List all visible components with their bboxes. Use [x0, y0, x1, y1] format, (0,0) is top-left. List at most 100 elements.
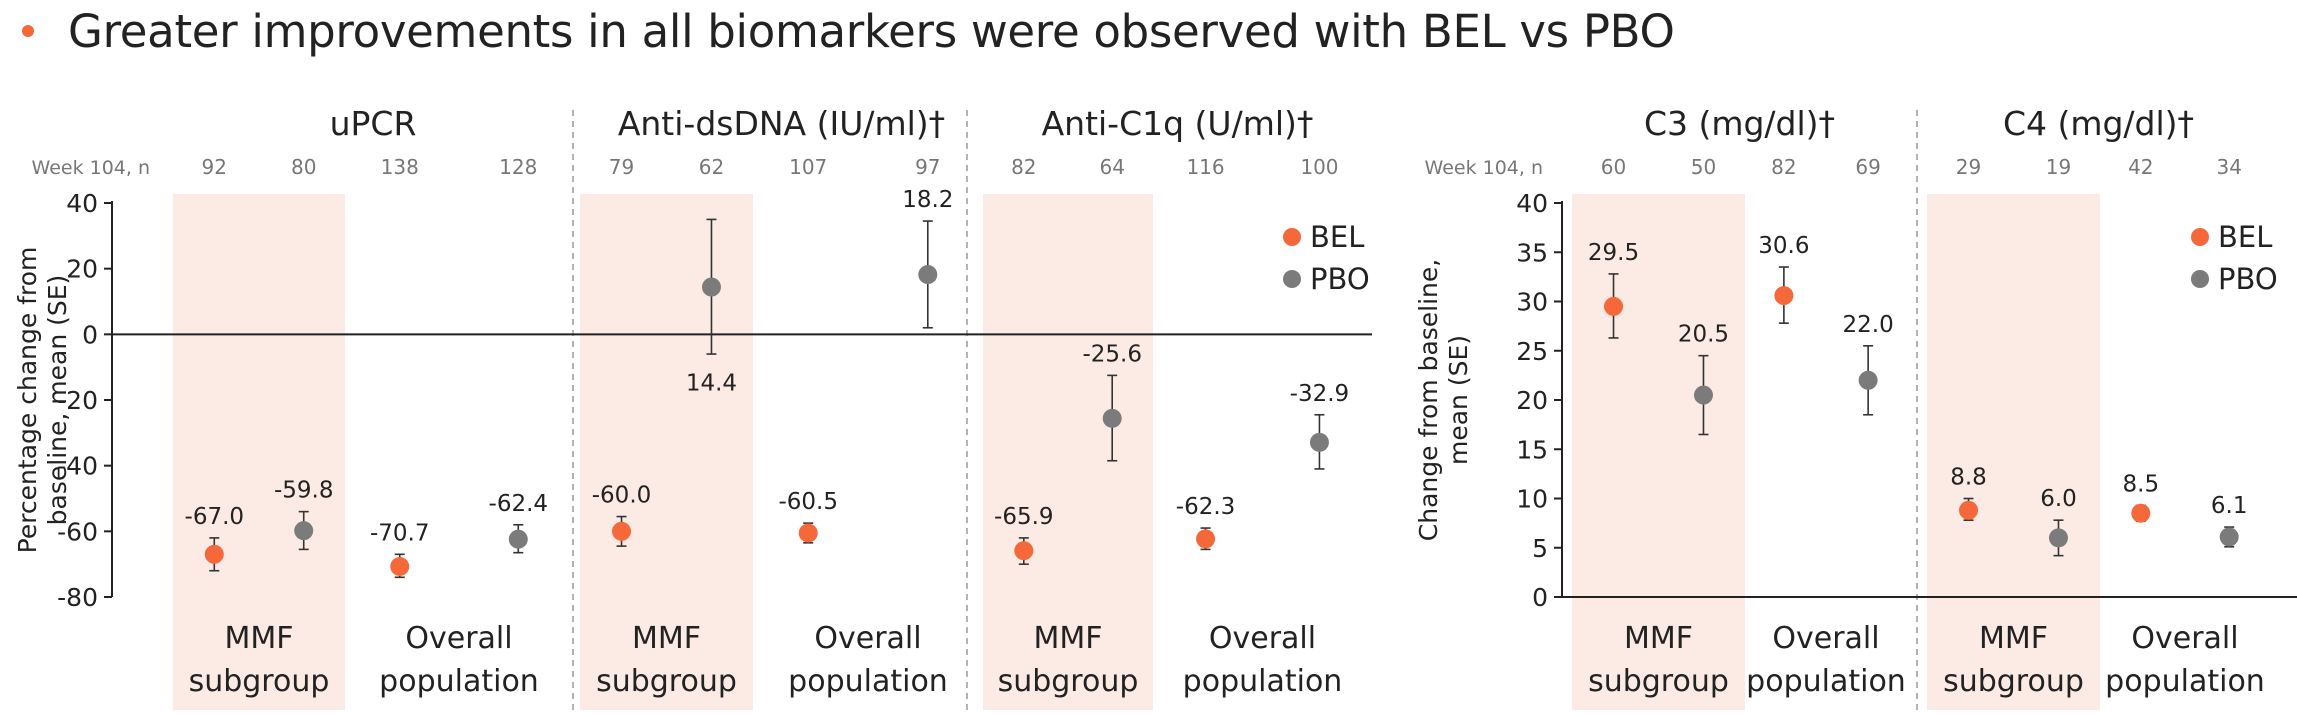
n-bel: 60 — [1601, 155, 1626, 179]
y-tick-label: -60 — [57, 517, 98, 546]
subgroup-label-line1: MMF — [632, 621, 701, 656]
n-bel: 92 — [202, 155, 227, 179]
y-axis-title-line: baseline, mean (SE) — [43, 275, 72, 526]
bel-value-label: -60.0 — [592, 483, 652, 509]
bel-point — [1196, 529, 1216, 549]
n-pbo: 50 — [1691, 155, 1716, 179]
y-tick-label: -80 — [57, 583, 98, 612]
mmf-shade-band — [983, 194, 1153, 710]
y-tick-label: -40 — [57, 452, 98, 481]
bel-value-label: -70.7 — [370, 520, 430, 546]
pbo-point — [918, 265, 938, 285]
subgroup-label-line2: population — [2105, 664, 2265, 699]
y-tick-label: 5 — [1532, 534, 1548, 563]
group-title: C4 (mg/dl)† — [2003, 104, 2194, 143]
bel-point — [612, 521, 632, 541]
subgroup-label-line2: subgroup — [998, 664, 1139, 699]
pbo-point — [1309, 432, 1329, 452]
bel-point — [798, 523, 818, 543]
group-title: C3 (mg/dl)† — [1644, 104, 1835, 143]
bel-point — [1774, 286, 1794, 306]
legend-bel-marker — [1283, 228, 1301, 246]
subgroup-label-line2: population — [1746, 664, 1906, 699]
legend-pbo-marker — [1283, 270, 1301, 288]
bel-value-label: 8.8 — [1950, 465, 1987, 491]
pbo-value-label: -32.9 — [1290, 381, 1350, 407]
legend-bel-marker — [2191, 228, 2209, 246]
mmf-shade-band — [173, 194, 345, 710]
subgroup-label-line1: MMF — [224, 621, 293, 656]
headline: Greater improvements in all biomarkers w… — [20, 0, 1675, 62]
pbo-value-label: -25.6 — [1082, 341, 1142, 367]
mmf-shade-band — [580, 194, 753, 710]
y-tick-label: 10 — [1516, 485, 1548, 514]
n-pbo: 62 — [699, 155, 724, 179]
subgroup-label-line2: population — [379, 664, 539, 699]
pbo-point — [1102, 408, 1122, 428]
subgroup-label-line2: subgroup — [1943, 664, 2084, 699]
pbo-value-label: 6.1 — [2211, 493, 2248, 519]
bel-point — [204, 544, 224, 564]
n-bel: 79 — [609, 155, 634, 179]
pbo-point — [508, 529, 528, 549]
bel-value-label: -65.9 — [994, 504, 1054, 530]
y-tick-label: 0 — [1532, 583, 1548, 612]
pbo-value-label: 22.0 — [1843, 312, 1894, 338]
y-tick-label: 40 — [66, 189, 98, 218]
pbo-point — [294, 521, 314, 541]
bullet-dot-icon — [22, 25, 34, 37]
legend-pbo-label: PBO — [2218, 262, 2278, 296]
subgroup-label-line1: MMF — [1979, 621, 2048, 656]
subgroup-label-line2: population — [788, 664, 948, 699]
subgroup-label-line1: Overall — [814, 621, 921, 656]
n-pbo: 34 — [2216, 155, 2241, 179]
y-tick-label: 20 — [66, 255, 98, 284]
subgroup-label-line2: subgroup — [189, 664, 330, 699]
subgroup-label-line2: population — [1183, 664, 1343, 699]
bel-point — [2131, 503, 2151, 523]
headline-text: Greater improvements in all biomarkers w… — [68, 4, 1675, 58]
y-axis-title: Percentage change frombaseline, mean (SE… — [13, 247, 72, 554]
legend-bel-label: BEL — [2218, 220, 2272, 254]
y-tick-label: -20 — [57, 386, 98, 415]
bel-point — [390, 556, 410, 576]
week-n-label: Week 104, n — [32, 157, 150, 179]
n-bel: 42 — [2128, 155, 2153, 179]
bel-value-label: -67.0 — [185, 504, 245, 530]
pbo-value-label: 20.5 — [1678, 322, 1729, 348]
legend-bel-label: BEL — [1310, 220, 1364, 254]
y-tick-label: 20 — [1516, 386, 1548, 415]
y-tick-label: 25 — [1516, 337, 1548, 366]
subgroup-label-line1: MMF — [1624, 621, 1693, 656]
n-pbo: 19 — [2046, 155, 2071, 179]
group-title: Anti-C1q (U/ml)† — [1042, 104, 1314, 143]
bel-value-label: 30.6 — [1758, 233, 1809, 259]
y-axis-title-line: mean (SE) — [1444, 335, 1473, 465]
bel-point — [1014, 541, 1034, 561]
n-bel: 107 — [789, 155, 827, 179]
n-bel: 29 — [1956, 155, 1981, 179]
y-axis-title-line: Percentage change from — [13, 247, 42, 554]
n-bel: 82 — [1011, 155, 1036, 179]
n-pbo: 97 — [915, 155, 940, 179]
y-tick-label: 30 — [1516, 288, 1548, 317]
pbo-value-label: -62.4 — [489, 491, 549, 517]
n-pbo: 80 — [291, 155, 316, 179]
pbo-value-label: 14.4 — [686, 370, 737, 396]
subgroup-label-line1: Overall — [2131, 621, 2238, 656]
y-tick-label: 0 — [82, 320, 98, 349]
group-title: uPCR — [330, 104, 417, 143]
pbo-value-label: -59.8 — [274, 478, 334, 504]
week-n-label: Week 104, n — [1425, 157, 1543, 179]
bel-point — [1604, 296, 1624, 316]
y-tick-label: 35 — [1516, 238, 1548, 267]
pbo-point — [2048, 528, 2068, 548]
pbo-point — [701, 277, 721, 297]
n-pbo: 100 — [1300, 155, 1338, 179]
group-title: Anti-dsDNA (IU/ml)† — [618, 104, 945, 143]
subgroup-label-line2: subgroup — [1588, 664, 1729, 699]
pbo-point — [1858, 370, 1878, 390]
n-pbo: 69 — [1855, 155, 1880, 179]
subgroup-label-line1: Overall — [1772, 621, 1879, 656]
